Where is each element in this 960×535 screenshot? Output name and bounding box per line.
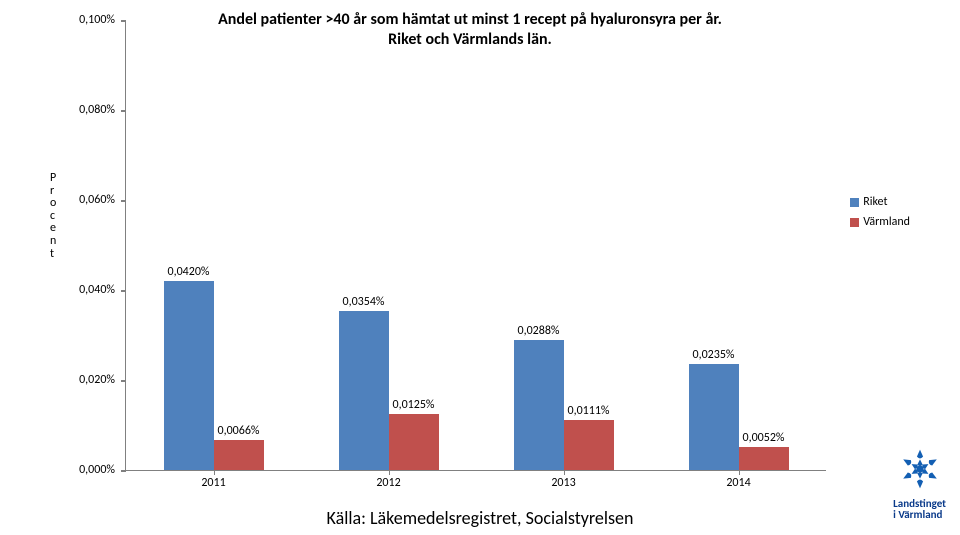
bar: 0,0125% bbox=[389, 414, 439, 470]
x-tick-label: 2014 bbox=[726, 476, 750, 490]
bar-value-label: 0,0111% bbox=[568, 404, 610, 418]
legend: Riket Värmland bbox=[850, 195, 910, 235]
legend-label: Värmland bbox=[863, 215, 910, 229]
y-tick-label: 0,000% bbox=[50, 463, 115, 477]
y-tick-label: 0,040% bbox=[50, 283, 115, 297]
y-axis-letter: t bbox=[50, 248, 56, 261]
snowflake-icon bbox=[898, 447, 942, 491]
y-tick-label: 0,080% bbox=[50, 103, 115, 117]
bar-value-label: 0,0354% bbox=[343, 295, 385, 309]
y-tick-label: 0,020% bbox=[50, 373, 115, 387]
x-tick-label: 2012 bbox=[376, 476, 400, 490]
bar-group: 20130,0288%0,0111% bbox=[476, 20, 651, 470]
y-axis-letter: P bbox=[50, 172, 56, 185]
bar: 0,0066% bbox=[214, 440, 264, 470]
bar: 0,0111% bbox=[564, 420, 614, 470]
y-axis-letter: n bbox=[50, 235, 56, 248]
y-tick-label: 0,060% bbox=[50, 193, 115, 207]
plot-area: 20110,0420%0,0066%20120,0354%0,0125%2013… bbox=[125, 20, 826, 471]
bar: 0,0235% bbox=[689, 364, 739, 470]
org-logo: Landstinget i Värmland bbox=[893, 447, 946, 521]
x-tick-mark bbox=[214, 470, 216, 475]
x-tick-mark bbox=[389, 470, 391, 475]
bar-group: 20120,0354%0,0125% bbox=[301, 20, 476, 470]
source-text: Källa: Läkemedelsregistret, Socialstyrel… bbox=[0, 507, 960, 529]
y-axis-title: Procent bbox=[50, 172, 56, 260]
bar-value-label: 0,0125% bbox=[393, 398, 435, 412]
x-tick-mark bbox=[739, 470, 741, 475]
x-tick-label: 2013 bbox=[551, 476, 575, 490]
bar: 0,0052% bbox=[739, 447, 789, 470]
legend-item: Riket bbox=[850, 195, 910, 209]
bar-value-label: 0,0420% bbox=[168, 265, 210, 279]
y-tick-label: 0,100% bbox=[50, 13, 115, 27]
logo-text-2: i Värmland bbox=[893, 509, 946, 521]
legend-swatch bbox=[850, 218, 859, 227]
bar-value-label: 0,0288% bbox=[518, 324, 560, 338]
y-tick-mark bbox=[121, 470, 126, 472]
bar-group: 20110,0420%0,0066% bbox=[126, 20, 301, 470]
legend-label: Riket bbox=[863, 195, 887, 209]
x-tick-label: 2011 bbox=[201, 476, 225, 490]
bar: 0,0288% bbox=[514, 340, 564, 470]
bar-value-label: 0,0052% bbox=[743, 431, 785, 445]
x-tick-mark bbox=[564, 470, 566, 475]
bar: 0,0354% bbox=[339, 311, 389, 470]
legend-swatch bbox=[850, 198, 859, 207]
chart-container: Andel patienter >40 år som hämtat ut min… bbox=[50, 10, 850, 500]
bar-value-label: 0,0066% bbox=[218, 424, 260, 438]
bar-group: 20140,0235%0,0052% bbox=[651, 20, 826, 470]
bar-value-label: 0,0235% bbox=[693, 348, 735, 362]
bar: 0,0420% bbox=[164, 281, 214, 470]
legend-item: Värmland bbox=[850, 215, 910, 229]
